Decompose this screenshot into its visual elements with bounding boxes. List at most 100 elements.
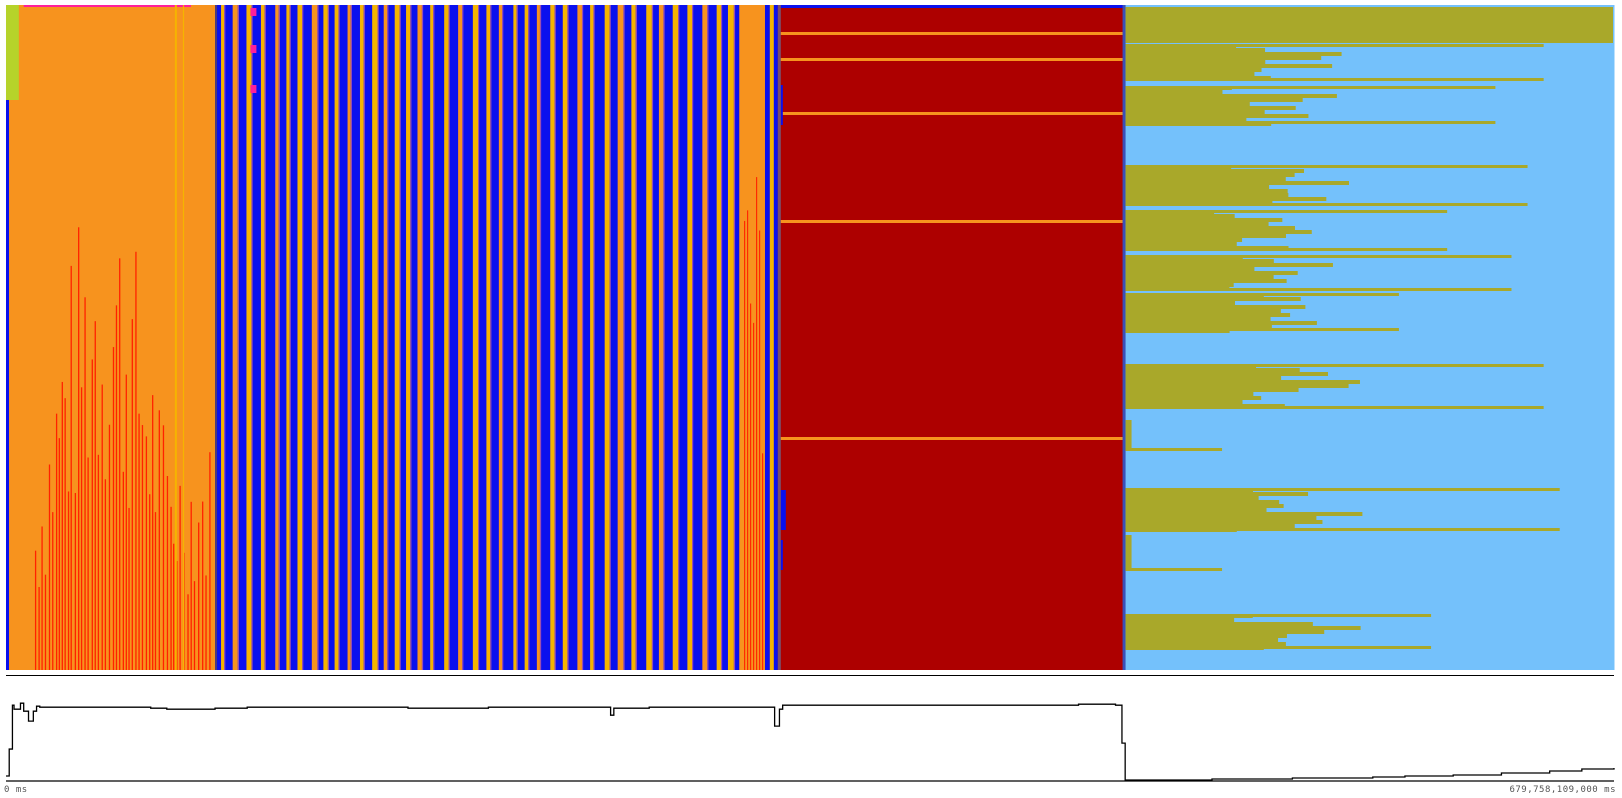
phase-2-end-spike bbox=[750, 303, 752, 670]
phase-1-spike bbox=[112, 347, 115, 670]
phase-1-spike bbox=[34, 550, 37, 670]
phase-2-stripe-edge bbox=[663, 5, 665, 670]
phase-2-stripe-edge bbox=[516, 5, 518, 670]
phase-4-olive-bar bbox=[1125, 271, 1298, 275]
phase-2-stripe bbox=[550, 5, 555, 670]
phase-4-olive-bar bbox=[1125, 169, 1304, 173]
phase-2-stripe bbox=[383, 5, 388, 670]
phase-4-olive-bar bbox=[1125, 44, 1544, 47]
phase-2-stripe bbox=[498, 5, 503, 670]
phase-4-olive-bar bbox=[1125, 110, 1265, 114]
phase-2-stripe bbox=[524, 5, 529, 670]
phase-1-spike bbox=[209, 452, 211, 670]
phase-4-olive-bar bbox=[1125, 193, 1289, 197]
phase-2-stripe-edge bbox=[651, 5, 654, 670]
phase-1-gold-line bbox=[174, 5, 177, 670]
phase-4-olive-bar bbox=[1125, 492, 1309, 496]
phase-4-olive-bar bbox=[1125, 242, 1237, 246]
phase-2-stripe bbox=[372, 5, 378, 670]
phase-1-spike bbox=[149, 494, 151, 670]
phase-2-stripe bbox=[323, 5, 328, 670]
phase-1-spike bbox=[170, 506, 172, 670]
phase-4-olive-bar bbox=[1125, 305, 1306, 309]
phase-4-olive-bar bbox=[1125, 288, 1512, 291]
phase-2-stripe-edge bbox=[692, 5, 694, 670]
phase-4-olive-bar bbox=[1125, 214, 1235, 218]
phase-1-top-marks bbox=[23, 5, 191, 7]
phase-2-stripe-edge bbox=[554, 5, 556, 670]
phase-4-olive-bar bbox=[1125, 203, 1528, 206]
phase-4-olive-bar bbox=[1125, 226, 1295, 230]
phase-2-stripe bbox=[536, 5, 540, 670]
phase-4-olive-bar bbox=[1125, 94, 1337, 98]
phase-2-stripe bbox=[472, 5, 478, 670]
phase-4-olive-bar bbox=[1125, 72, 1255, 76]
phase-4-olive-bar bbox=[1125, 64, 1333, 68]
phase-2-stripe bbox=[417, 5, 422, 670]
phase-2-end-spike bbox=[759, 230, 761, 670]
phase-4-olive-bar bbox=[1125, 630, 1325, 634]
phase-2-stripe bbox=[672, 5, 679, 670]
phase-1-spike bbox=[128, 507, 130, 670]
phase-4-olive-bar bbox=[1125, 512, 1363, 516]
phase-4-olive-bar bbox=[1125, 508, 1267, 512]
phase-2-stripe-edge bbox=[338, 5, 340, 670]
phase-2-stripe-edge bbox=[720, 5, 723, 670]
phase-2-stripe-edge bbox=[433, 5, 435, 670]
phase-2-stripe-edge bbox=[237, 5, 239, 670]
phase-2-stripe bbox=[631, 5, 636, 670]
phase-2-stripe-edge bbox=[477, 5, 480, 670]
phase-4-olive-bar bbox=[1125, 309, 1281, 313]
phase-3-orange-line bbox=[779, 437, 1124, 440]
phase-2-stripe bbox=[646, 5, 652, 670]
phase-3-top-edge bbox=[777, 5, 1124, 8]
phase-2-stripe-edge bbox=[462, 5, 464, 670]
phase-4-olive-bar bbox=[1125, 364, 1544, 367]
phase-2-stripe-edge bbox=[317, 5, 319, 670]
phase-2-stripe-edge bbox=[302, 5, 304, 670]
phase-4-olive-bar bbox=[1125, 380, 1360, 384]
phase-1-spike bbox=[52, 512, 54, 670]
phase-2-stripe bbox=[221, 5, 225, 670]
phase-2-stripe bbox=[562, 5, 568, 670]
phase-1-spike bbox=[152, 395, 154, 670]
phase-1-gold-line bbox=[182, 5, 185, 670]
phase-2-stripe-edge bbox=[410, 5, 412, 670]
phase-1-spike bbox=[131, 319, 133, 670]
phase-2-stripe bbox=[347, 5, 351, 670]
phase-1-spike bbox=[87, 457, 89, 670]
phase-4-olive-bar bbox=[1125, 528, 1560, 531]
phase-2-stripe-edge bbox=[502, 5, 504, 670]
phase-boundary-line bbox=[215, 5, 218, 670]
phase-4-olive-bar bbox=[1125, 106, 1296, 110]
phase-4-olive-bar bbox=[1125, 60, 1266, 64]
series-line-activity bbox=[6, 702, 1615, 781]
phase-2-stripe-edge bbox=[490, 5, 492, 670]
line-panel-background bbox=[6, 676, 1614, 781]
phase-4-olive-bar bbox=[1125, 626, 1361, 630]
phase-1-spike bbox=[97, 454, 100, 670]
phase-2-stripe-edge bbox=[350, 5, 352, 670]
phase-4-olive-bar bbox=[1125, 516, 1317, 520]
phase-2-stripe-edge bbox=[448, 5, 450, 670]
phase-4-olive-bar bbox=[1125, 234, 1286, 238]
phase-4-olive-bar bbox=[1125, 388, 1299, 392]
phase-1-spike bbox=[141, 425, 144, 670]
phase-1-spike bbox=[58, 438, 60, 670]
phase-2-stripe bbox=[286, 5, 290, 670]
phase-1-spike bbox=[74, 492, 77, 670]
phase-2-stripe bbox=[260, 5, 265, 670]
phase-2-stripe bbox=[232, 5, 238, 670]
phase-4-olive-bar bbox=[1125, 86, 1496, 89]
phase-band-phase-2 bbox=[215, 5, 779, 670]
phase-4-olive-bar bbox=[1125, 325, 1272, 329]
x-axis-start-label: 0 ms bbox=[4, 785, 28, 795]
phase-4-olive-bar bbox=[1125, 275, 1274, 279]
phase-4-olive-bar bbox=[1125, 384, 1349, 388]
phase-1-spike bbox=[44, 574, 47, 670]
phase-4-olive-bar bbox=[1125, 102, 1250, 106]
phase-1-spike bbox=[122, 471, 124, 670]
phase-2-stripe bbox=[604, 5, 610, 670]
phase-3-blue-mark bbox=[778, 490, 786, 530]
